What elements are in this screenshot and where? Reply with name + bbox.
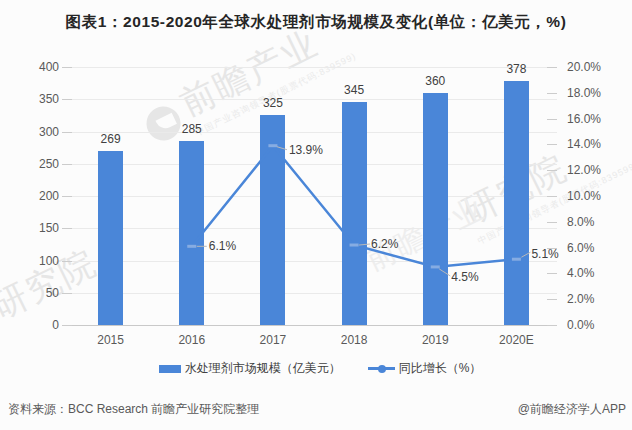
- line-value-label: 6.2%: [371, 237, 398, 251]
- legend-line-swatch: [368, 367, 395, 370]
- line-value-label: 4.5%: [451, 270, 478, 284]
- legend-line-dot: [378, 365, 386, 373]
- legend-item-line: 同比增长（%）: [368, 360, 482, 377]
- legend-line-label: 同比增长（%）: [399, 360, 482, 377]
- legend-bar-swatch: [159, 365, 181, 373]
- line-value-label: 13.9%: [289, 143, 323, 157]
- source-note: 资料来源：BCC Research 前瞻产业研究院整理: [8, 401, 259, 418]
- legend-item-bar: 水处理剂市场规模（亿美元）: [159, 360, 341, 377]
- line-value-label: 6.1%: [209, 239, 236, 253]
- legend-bar-label: 水处理剂市场规模（亿美元）: [185, 360, 341, 377]
- credit-note: @前瞻经济学人APP: [518, 401, 626, 418]
- line-value-label: 5.1%: [531, 247, 558, 261]
- legend: 水处理剂市场规模（亿美元） 同比增长（%）: [4, 360, 632, 377]
- chart: 图表1：2015-2020年全球水处理剂市场规模及变化(单位：亿美元，%) 前瞻…: [0, 0, 632, 430]
